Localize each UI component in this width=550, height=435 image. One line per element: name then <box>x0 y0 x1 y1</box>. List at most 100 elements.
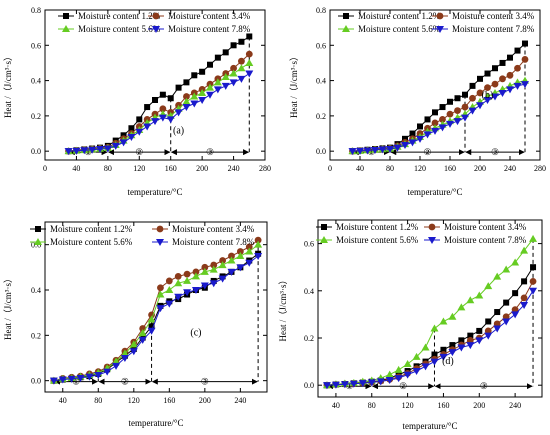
x-tick-label: 200 <box>196 164 208 173</box>
data-point <box>421 363 430 371</box>
data-point <box>475 337 484 345</box>
data-point <box>182 97 191 105</box>
data-point <box>401 142 409 149</box>
data-point <box>348 148 357 156</box>
data-point <box>466 342 475 350</box>
legend-swatch-marker <box>34 238 42 245</box>
data-point <box>206 91 214 99</box>
legend-item: Moisture content 7.8% <box>432 24 535 34</box>
stage-label: ② <box>121 377 129 387</box>
data-point <box>191 72 198 79</box>
legend: Moisture content 1.2% Moisture content 3.… <box>338 11 535 34</box>
data-point <box>138 336 147 344</box>
data-point <box>201 263 209 271</box>
stage-label: ② <box>399 381 407 391</box>
panel-label: (d) <box>442 356 454 367</box>
stage-label: ② <box>423 147 431 157</box>
series-line <box>68 73 250 152</box>
legend-label: Moisture content 3.4% <box>168 11 251 21</box>
data-point <box>457 303 466 311</box>
y-tick-label: 0.2 <box>31 331 41 340</box>
data-point <box>72 147 81 155</box>
legend-label: Moisture content 1.2% <box>358 11 441 21</box>
x-tick-label: 120 <box>133 164 145 173</box>
legend-item: Moisture content 7.8% <box>152 237 255 247</box>
data-point <box>511 311 520 319</box>
x-tick-label: 120 <box>414 164 426 173</box>
legend-item: Moisture content 5.6% <box>58 24 161 34</box>
data-point <box>159 105 167 113</box>
y-tick-label: 0.6 <box>316 41 326 50</box>
x-tick-label: 120 <box>402 401 414 410</box>
y-axis-label: Heat /（J/cm³·s） <box>278 276 288 342</box>
data-point <box>209 265 218 273</box>
data-point <box>199 68 206 75</box>
data-point <box>213 78 222 86</box>
data-point <box>254 253 263 260</box>
legend-item: Moisture content 3.4% <box>424 222 527 232</box>
data-point <box>458 337 465 344</box>
data-point <box>376 378 385 386</box>
x-tick-label: 240 <box>234 396 246 405</box>
y-tick-label: 0.8 <box>316 6 326 15</box>
data-point <box>421 343 430 351</box>
data-point <box>530 264 537 271</box>
data-point <box>521 56 529 63</box>
series-line <box>326 238 534 386</box>
data-point <box>237 75 246 83</box>
data-point <box>529 234 538 242</box>
data-point <box>438 124 447 132</box>
data-point <box>409 130 416 137</box>
data-point <box>439 104 446 111</box>
series-line <box>326 266 534 386</box>
data-point <box>144 104 151 111</box>
data-point <box>432 109 438 116</box>
data-point <box>183 270 191 278</box>
data-point <box>218 261 227 269</box>
legend-label: Moisture content 7.8% <box>168 24 251 34</box>
legend-item: Moisture content 5.6% <box>338 24 441 34</box>
x-tick-label: 240 <box>228 164 240 173</box>
plot-frame <box>317 219 543 398</box>
y-axis-label: Heat /（J/cm³·s） <box>3 52 13 118</box>
data-point <box>506 71 514 79</box>
x-axis-label: temperature/°C <box>128 418 183 428</box>
y-tick-label: 0.2 <box>316 112 326 121</box>
x-tick-label: 40 <box>356 164 364 173</box>
data-point <box>245 50 253 58</box>
data-point <box>331 381 340 389</box>
data-point <box>440 346 447 353</box>
data-point <box>213 86 222 94</box>
data-point <box>520 246 529 254</box>
plot-frame <box>44 9 266 161</box>
series-line <box>326 281 534 386</box>
data-point <box>514 47 521 54</box>
chart-panel-c: 40 80 120 160 200 240 0.0 0.2 0.4 0.6 temperature/… <box>3 221 268 428</box>
data-point <box>191 287 200 294</box>
data-point <box>502 265 511 273</box>
data-point <box>340 381 349 389</box>
data-point <box>237 64 246 72</box>
series-3 <box>49 240 263 384</box>
legend: Moisture content 1.2% Moisture content 3.… <box>58 11 251 34</box>
y-tick-label: 0.4 <box>304 287 314 296</box>
series-line <box>352 59 526 152</box>
y-tick-label: 0.4 <box>31 286 41 295</box>
stage-label: ③ <box>206 147 214 157</box>
series-2 <box>50 236 262 385</box>
data-point <box>349 380 358 388</box>
y-tick-label: 0.4 <box>31 77 41 86</box>
data-point <box>430 358 439 366</box>
y-tick-label: 0.0 <box>304 381 314 390</box>
y-tick-label: 0.2 <box>31 112 41 121</box>
chart-panel-a: 0 40 80 120 160 200 240 280 0.0 0.2 0.4 0.6 0.8 tempe… <box>3 6 271 197</box>
x-tick-label: 160 <box>437 401 449 410</box>
data-point <box>430 324 439 332</box>
data-point <box>174 273 182 280</box>
data-point <box>520 301 529 309</box>
data-point <box>157 284 164 292</box>
data-point <box>129 348 138 356</box>
data-point <box>221 73 230 81</box>
data-point <box>198 97 207 104</box>
data-point <box>112 357 121 365</box>
